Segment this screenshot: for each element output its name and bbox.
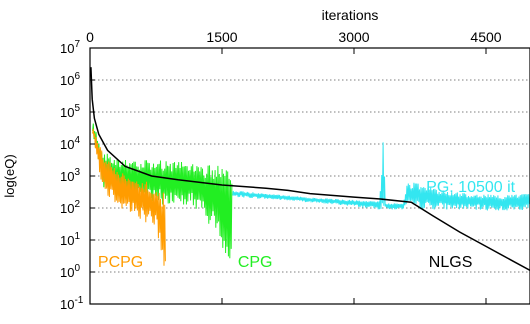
x-tick-label: 0 [86,29,94,45]
series-label: PG: 10500 it [426,179,516,196]
series-nlgs [90,67,530,272]
y-tick-label: 104 [60,135,80,152]
y-tick-label: 105 [60,103,80,120]
y-tick-label: 10-1 [60,295,84,312]
series-label: PCPG [98,254,143,271]
y-tick-label: 103 [60,167,80,184]
y-tick-label: 107 [60,39,80,56]
series-pg-10500-it [232,142,530,211]
series-pcpg [92,128,166,266]
y-axis-label: log(eQ) [2,154,17,197]
series-label: NLGS [429,254,473,271]
y-tick-label: 102 [60,199,80,216]
x-axis-label: iterations [322,7,379,23]
series-label: CPG [238,254,273,271]
ticks: 107 106 105 104 103 102 101 100 10-1 0 1500 3000 450… [60,29,502,312]
series-line [90,67,530,272]
series-line [92,128,166,266]
annotations: PG: 10500 it CPG PCPG NLGS [98,179,516,271]
y-tick-label: 101 [60,231,80,248]
x-tick-label: 3000 [338,29,369,45]
y-tick-label: 100 [60,263,80,280]
y-tick-label: 106 [60,71,80,88]
x-tick-label: 1500 [206,29,237,45]
series-cpg [92,123,233,259]
x-tick-label: 4500 [470,29,501,45]
series-layer [90,67,530,272]
series-line [92,123,233,259]
series-line [232,142,530,211]
